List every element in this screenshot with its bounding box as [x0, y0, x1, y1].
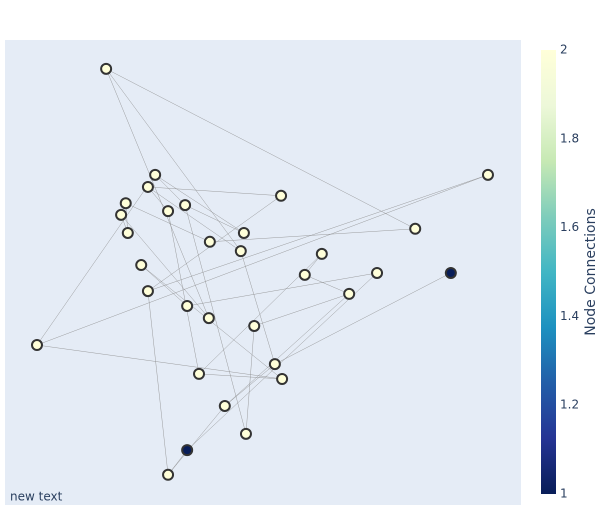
edge [147, 186, 282, 197]
colorbar-tick-label: 1.8 [560, 131, 579, 145]
node [234, 245, 247, 258]
nodes [30, 62, 494, 481]
colorbar-tick-label: 1 [560, 487, 568, 501]
node [30, 339, 43, 352]
node [237, 226, 250, 239]
edge [186, 272, 378, 451]
node [149, 168, 162, 181]
edge [154, 174, 186, 206]
colorbar-tick-label: 2 [560, 43, 568, 57]
edge [304, 274, 350, 295]
node [181, 299, 194, 312]
edge [125, 202, 210, 243]
edge [147, 186, 241, 252]
edge [254, 293, 350, 327]
edge [167, 405, 226, 475]
edge [36, 344, 283, 380]
node [181, 444, 194, 457]
colorbar [541, 50, 556, 494]
node [135, 259, 148, 272]
edge [36, 174, 156, 346]
edge [209, 228, 416, 243]
edge [240, 251, 276, 365]
node [248, 319, 261, 332]
node [343, 287, 356, 300]
node [193, 367, 206, 380]
colorbar-tick-label: 1.2 [560, 398, 579, 412]
node [371, 266, 384, 279]
node [121, 226, 134, 239]
node [203, 235, 216, 248]
node [218, 399, 231, 412]
node [298, 268, 311, 281]
edge [199, 373, 283, 380]
edge [245, 325, 255, 434]
plot-area [5, 40, 521, 505]
node [162, 468, 175, 481]
colorbar-tick-label: 1.6 [560, 220, 579, 234]
node [315, 247, 328, 260]
node [239, 427, 252, 440]
edge [36, 174, 489, 346]
edge [105, 68, 210, 319]
node [119, 197, 132, 210]
edge [147, 291, 169, 475]
node [141, 180, 154, 193]
edge [120, 214, 210, 319]
node [268, 358, 281, 371]
edge [187, 272, 378, 307]
node [202, 312, 215, 325]
edge [155, 174, 245, 234]
edge [167, 211, 200, 374]
node [275, 189, 288, 202]
edge [274, 272, 451, 365]
edge [141, 264, 188, 307]
edge [224, 363, 276, 407]
node [141, 285, 154, 298]
node [115, 208, 128, 221]
annotation: new text [10, 490, 63, 504]
edge [106, 68, 416, 230]
node [444, 266, 457, 279]
node [276, 372, 289, 385]
edge [147, 174, 489, 292]
node [481, 168, 494, 181]
colorbar-title: Node Connections [583, 208, 599, 336]
edge [224, 293, 350, 407]
node [162, 205, 175, 218]
node [179, 199, 192, 212]
colorbar-tick-label: 1.4 [560, 309, 579, 323]
node [409, 222, 422, 235]
node [100, 62, 113, 75]
edge [184, 204, 245, 234]
